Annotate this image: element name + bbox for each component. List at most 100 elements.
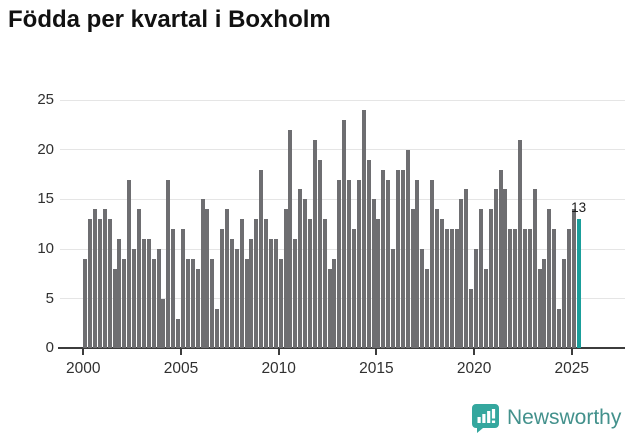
bar-2019-Q3	[464, 189, 469, 349]
bar-2025-Q1	[571, 209, 576, 349]
bar-2024-Q4	[566, 229, 571, 349]
bar-2022-Q4	[527, 229, 532, 349]
x-tick-2020	[473, 349, 476, 356]
bar-2009-Q1	[259, 169, 264, 349]
bar-2017-Q2	[420, 249, 425, 349]
bar-2023-Q4	[547, 209, 552, 349]
bar-2015-Q3	[386, 179, 391, 349]
bar-2021-Q2	[498, 169, 503, 349]
bar-2010-Q4	[293, 239, 298, 349]
bar-2024-Q2	[557, 308, 562, 349]
bar-2008-Q4	[254, 219, 259, 349]
bar-2007-Q3	[229, 239, 234, 349]
bar-2019-Q1	[454, 229, 459, 349]
bar-2001-Q1	[102, 209, 107, 349]
bar-2006-Q2	[205, 209, 210, 349]
x-tick-label-2005: 2005	[163, 360, 199, 378]
bar-2001-Q3	[112, 268, 117, 349]
x-tick-2010	[277, 349, 280, 356]
bar-2014-Q4	[371, 199, 376, 349]
bar-2023-Q2	[537, 268, 542, 349]
bar-2003-Q2	[146, 239, 151, 349]
bar-2003-Q4	[156, 249, 161, 349]
bar-2013-Q4	[351, 229, 356, 349]
bar-2019-Q4	[469, 288, 474, 349]
bar-2012-Q3	[327, 268, 332, 349]
bar-2013-Q3	[347, 179, 352, 349]
x-tick-2000	[82, 349, 85, 356]
bar-2023-Q3	[542, 258, 547, 349]
bar-2014-Q1	[356, 179, 361, 349]
bar-2003-Q1	[141, 239, 146, 349]
x-tick-label-2010: 2010	[261, 360, 296, 378]
x-tick-2005	[180, 349, 182, 356]
bar-2004-Q2	[166, 179, 171, 349]
bar-2004-Q3	[171, 229, 176, 349]
x-tick-label-2020: 2020	[456, 360, 492, 378]
bar-2005-Q3	[190, 258, 195, 349]
bar-2000-Q2	[88, 219, 93, 349]
bar-2018-Q2	[439, 219, 444, 349]
bar-2011-Q3	[308, 219, 312, 349]
y-tick-label-10: 10	[37, 240, 54, 258]
bar-2016-Q3	[405, 149, 410, 349]
bar-2020-Q4	[488, 209, 493, 349]
y-tick-label-25: 25	[37, 91, 54, 109]
bar-2012-Q4	[332, 258, 337, 349]
bar-2023-Q1	[532, 189, 537, 349]
bar-2025-Q2	[576, 219, 581, 349]
bar-2012-Q2	[322, 219, 327, 349]
newsworthy-logo[interactable]: Newsworthy	[472, 402, 624, 434]
bar-2005-Q4	[195, 268, 200, 349]
bar-2015-Q2	[381, 169, 386, 349]
x-tick-2025	[570, 349, 573, 356]
bar-2000-Q3	[93, 209, 98, 349]
bar-2018-Q4	[449, 229, 454, 349]
bar-2010-Q1	[278, 258, 283, 349]
bar-2012-Q1	[317, 159, 322, 349]
bar-2014-Q2	[361, 110, 366, 349]
bar-2016-Q2	[400, 169, 405, 349]
bar-2008-Q3	[249, 239, 254, 349]
bar-2022-Q3	[522, 229, 527, 349]
bar-2017-Q4	[430, 179, 435, 349]
bar-2003-Q3	[151, 258, 156, 349]
bar-2004-Q1	[161, 298, 166, 349]
gridline-25	[60, 99, 625, 101]
bar-2006-Q4	[215, 308, 220, 349]
x-axis-line	[58, 347, 625, 350]
newsworthy-wordmark: Newsworthy	[507, 406, 622, 429]
bar-2013-Q2	[342, 119, 347, 349]
bar-2024-Q1	[552, 229, 557, 349]
bar-2002-Q1	[122, 258, 127, 349]
bar-2021-Q4	[508, 229, 513, 349]
bar-2000-Q4	[97, 219, 102, 349]
bar-2022-Q2	[518, 139, 523, 349]
bar-2008-Q2	[244, 258, 249, 349]
bar-2011-Q4	[312, 139, 317, 349]
bar-2001-Q4	[117, 239, 122, 349]
y-tick-label-0: 0	[45, 339, 54, 357]
bar-2021-Q1	[493, 189, 498, 349]
bar-2022-Q1	[513, 229, 518, 349]
bar-2004-Q4	[176, 318, 181, 349]
bar-2015-Q4	[391, 249, 396, 349]
x-tick-2015	[375, 349, 378, 356]
bar-2011-Q1	[298, 189, 303, 349]
bar-2005-Q2	[185, 258, 190, 349]
bar-2001-Q2	[107, 219, 112, 349]
bar-2020-Q2	[478, 209, 483, 349]
y-tick-label-15: 15	[37, 190, 54, 208]
bar-2002-Q4	[137, 209, 142, 349]
bar-2002-Q2	[127, 179, 132, 349]
bar-2016-Q4	[410, 209, 415, 349]
y-tick-label-5: 5	[45, 289, 54, 307]
bar-2010-Q3	[288, 129, 293, 349]
x-tick-label-2015: 2015	[359, 360, 394, 378]
bar-2013-Q1	[337, 179, 342, 349]
x-tick-label-2025: 2025	[554, 360, 590, 378]
bar-2007-Q4	[234, 249, 239, 349]
bar-2000-Q1	[83, 258, 88, 349]
bar-2019-Q2	[459, 199, 464, 349]
